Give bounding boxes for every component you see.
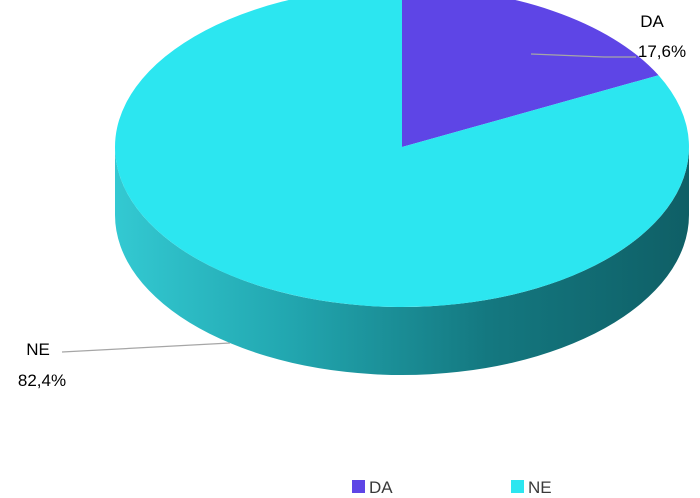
pie-slice-da: [402, 0, 659, 147]
legend: DA NE: [352, 478, 552, 497]
legend-swatch-da: [352, 480, 365, 493]
data-label-value-ne: 82,4%: [18, 371, 66, 390]
leader-line-da: [530, 53, 636, 58]
leader-line-ne: [61, 342, 231, 353]
pie-side: [115, 147, 689, 375]
legend-label-da: DA: [369, 478, 393, 497]
data-label-category-ne: NE: [26, 340, 50, 359]
data-label-value-da: 17,6%: [638, 42, 686, 61]
leader-lines: [61, 53, 636, 353]
pie-slice-ne: [115, 0, 689, 307]
pie-top: [115, 0, 689, 307]
data-labels: DA 17,6% NE 82,4%: [18, 12, 686, 390]
pie-side-wall: [115, 147, 689, 375]
data-label-category-da: DA: [640, 12, 664, 31]
legend-label-ne: NE: [528, 478, 552, 497]
legend-swatch-ne: [511, 480, 524, 493]
